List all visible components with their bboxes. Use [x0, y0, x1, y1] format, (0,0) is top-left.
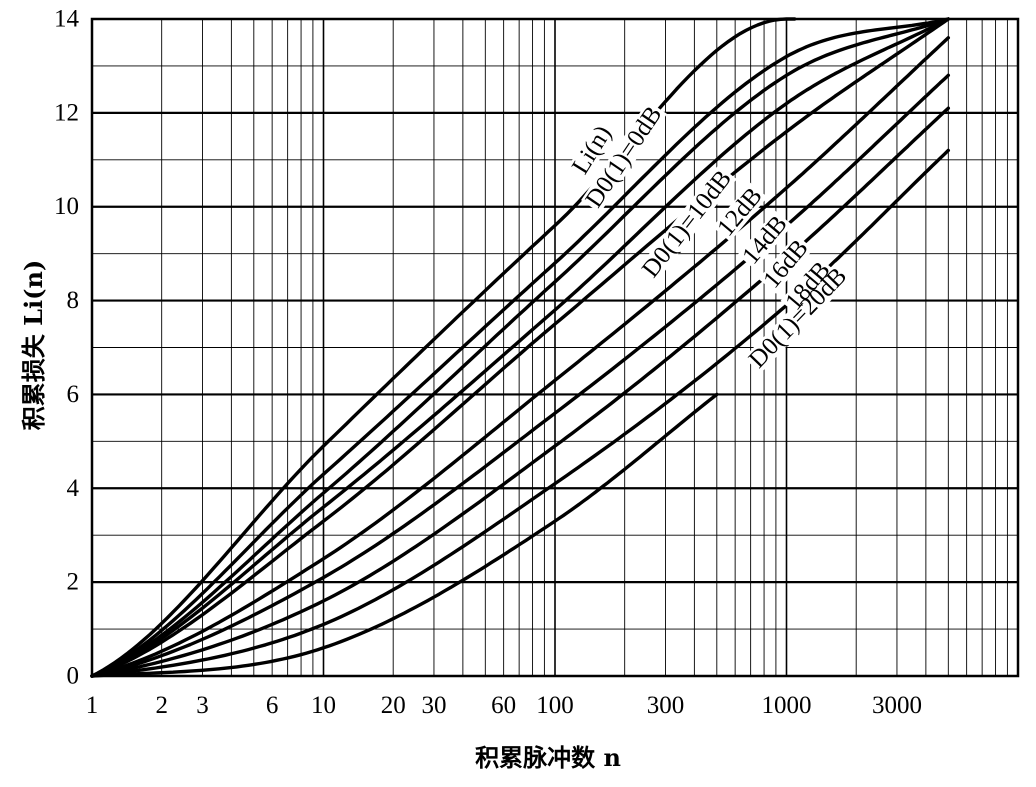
curve-label-backing [737, 210, 793, 270]
series-line [90, 36, 950, 678]
curve-label-backing [743, 262, 853, 374]
y-tick-labels: 0 2 4 6 8 10 12 14 [54, 6, 80, 690]
x-tick-labels: 1 2 3 6 10 20 30 60 100 300 1000 3000 [86, 692, 922, 719]
y-axis-title: 积累损失 Li(n) [19, 260, 48, 431]
y-tick-label: 8 [67, 287, 80, 314]
series-line [90, 148, 950, 678]
x-tick-label: 60 [491, 692, 516, 719]
y-tick-label: 12 [54, 99, 79, 126]
x-tick-label: 20 [381, 692, 406, 719]
x-tick-label: 30 [421, 692, 446, 719]
x-tick-label: 2 [155, 692, 168, 719]
x-tick-label: 10 [311, 692, 336, 719]
series-line [90, 17, 950, 678]
series-line [90, 17, 950, 678]
curve-label-backing [758, 234, 814, 294]
x-tick-label: 300 [647, 692, 685, 719]
series-line [90, 392, 719, 678]
x-tick-label: 6 [266, 692, 279, 719]
x-tick-label: 1 [86, 692, 99, 719]
x-tick-label: 3 [196, 692, 209, 719]
y-tick-label: 0 [67, 663, 80, 690]
y-tick-label: 2 [67, 569, 80, 596]
series-line [90, 73, 950, 678]
series-line [90, 106, 950, 678]
x-tick-label: 1000 [762, 692, 812, 719]
x-tick-label: 100 [536, 692, 574, 719]
curve-label-backing [567, 120, 617, 180]
series-line [90, 17, 950, 678]
curves [90, 17, 950, 678]
label-masks [567, 101, 853, 374]
y-tick-label: 4 [67, 475, 80, 502]
curve-label-backing [637, 164, 737, 284]
series-line [90, 17, 797, 678]
y-tick-label: 14 [54, 6, 80, 33]
x-tick-label: 3000 [872, 692, 922, 719]
y-tick-label: 10 [54, 193, 79, 220]
y-tick-label: 6 [67, 381, 80, 408]
series-line [90, 17, 950, 678]
curve-label-backing [581, 101, 667, 213]
plot-frame [90, 17, 1020, 678]
curve-label-backing [780, 256, 836, 316]
x-axis-title: 积累脉冲数 n [475, 743, 621, 772]
curve-label-backing [712, 182, 768, 242]
